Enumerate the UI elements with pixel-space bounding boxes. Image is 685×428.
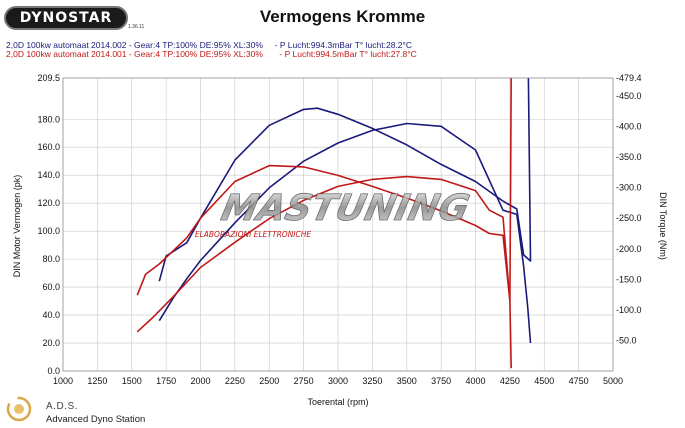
x-tick-label: 2250 xyxy=(225,376,245,386)
y-left-tick-label: 0.0 xyxy=(47,366,60,376)
y-right-tick-label: -479.4 xyxy=(616,73,642,83)
y-right-tick-label: -100.0 xyxy=(616,305,642,315)
x-tick-label: 3250 xyxy=(362,376,382,386)
x-tick-label: 1250 xyxy=(87,376,107,386)
y-left-tick-label: 180.0 xyxy=(37,114,60,124)
y-left-tick-label: 140.0 xyxy=(37,170,60,180)
y-left-tick-label: 120.0 xyxy=(37,198,60,208)
run-legend-002: 2,0D 100kw automaat 2014.002 - Gear:4 TP… xyxy=(6,40,413,50)
x-tick-label: 3750 xyxy=(431,376,451,386)
y-left-tick-label: 60.0 xyxy=(42,282,60,292)
x-tick-label: 2750 xyxy=(294,376,314,386)
y-left-tick-label: 80.0 xyxy=(42,254,60,264)
x-tick-label: 1000 xyxy=(53,376,73,386)
y-right-tick-label: -150.0 xyxy=(616,274,642,284)
x-tick-label: 2500 xyxy=(259,376,279,386)
x-tick-label: 4750 xyxy=(569,376,589,386)
y-right-tick-label: -400.0 xyxy=(616,122,642,132)
y-right-axis-label: DIN Torque (Nm) xyxy=(658,192,668,260)
y-left-tick-label: 40.0 xyxy=(42,310,60,320)
y-left-axis-ticks: 0.0 20.0 40.0 60.0 80.0 100.0 120.0 140.0 160.0 1… xyxy=(37,73,60,376)
x-tick-label: 1750 xyxy=(156,376,176,386)
x-tick-label: 5000 xyxy=(603,376,623,386)
x-tick-label: 3500 xyxy=(397,376,417,386)
x-tick-label: 4250 xyxy=(500,376,520,386)
logo-text: DYNOSTAR xyxy=(19,10,113,26)
x-axis-ticks: 1000 1250 1500 1750 2000 2250 2500 2750 3000 3250… xyxy=(53,376,623,386)
y-left-tick-label: 20.0 xyxy=(42,338,60,348)
y-left-tick-label: 100.0 xyxy=(37,226,60,236)
x-tick-label: 4000 xyxy=(465,376,485,386)
x-tick-label: 3000 xyxy=(328,376,348,386)
ads-logo-icon xyxy=(6,396,32,422)
y-left-tick-label: 160.0 xyxy=(37,142,60,152)
mastuning-watermark: MASTUNING ELABORAZIONI ELETTRONICHE xyxy=(195,186,474,239)
chart-title: Vermogens Kromme xyxy=(259,7,426,26)
y-right-tick-label: -350.0 xyxy=(616,152,642,162)
watermark-brand: MASTUNING xyxy=(218,186,474,229)
x-tick-label: 4500 xyxy=(534,376,554,386)
chart-series xyxy=(136,78,532,369)
x-tick-label: 1500 xyxy=(122,376,142,386)
y-left-axis-label: DIN Motor Vermogen (pk) xyxy=(12,175,22,278)
x-tick-label: 2000 xyxy=(190,376,210,386)
series-line-torque xyxy=(158,78,532,282)
logo-version: 1.36.11 xyxy=(128,24,145,30)
y-right-tick-label: -50.0 xyxy=(616,335,637,345)
series-line-torque xyxy=(136,78,512,302)
plot-frame xyxy=(62,77,614,372)
x-axis-label: Toerental (rpm) xyxy=(307,397,368,407)
watermark-subtitle: ELABORAZIONI ELETTRONICHE xyxy=(195,230,312,239)
y-right-axis-ticks: -50.0 -100.0 -150.0 -200.0 -250.0 -300.0 -350.… xyxy=(616,73,642,345)
series-line-power xyxy=(158,122,532,344)
dynostar-logo: DYNOSTAR xyxy=(4,6,128,30)
ads-subtitle: Advanced Dyno Station xyxy=(46,414,146,425)
y-left-tick-label: 209.5 xyxy=(37,73,60,83)
run-legend-001: 2,0D 100kw automaat 2014.001 - Gear:4 TP… xyxy=(6,49,417,59)
y-right-tick-label: -450.0 xyxy=(616,91,642,101)
series-line-power xyxy=(136,175,512,369)
y-right-tick-label: -250.0 xyxy=(616,213,642,223)
ads-brand: A.D.S. xyxy=(46,401,78,412)
y-right-tick-label: -300.0 xyxy=(616,183,642,193)
y-right-tick-label: -200.0 xyxy=(616,244,642,254)
